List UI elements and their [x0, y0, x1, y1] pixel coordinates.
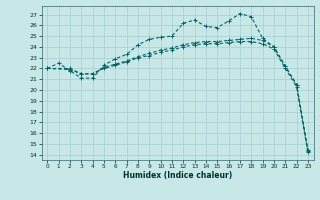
- X-axis label: Humidex (Indice chaleur): Humidex (Indice chaleur): [123, 171, 232, 180]
